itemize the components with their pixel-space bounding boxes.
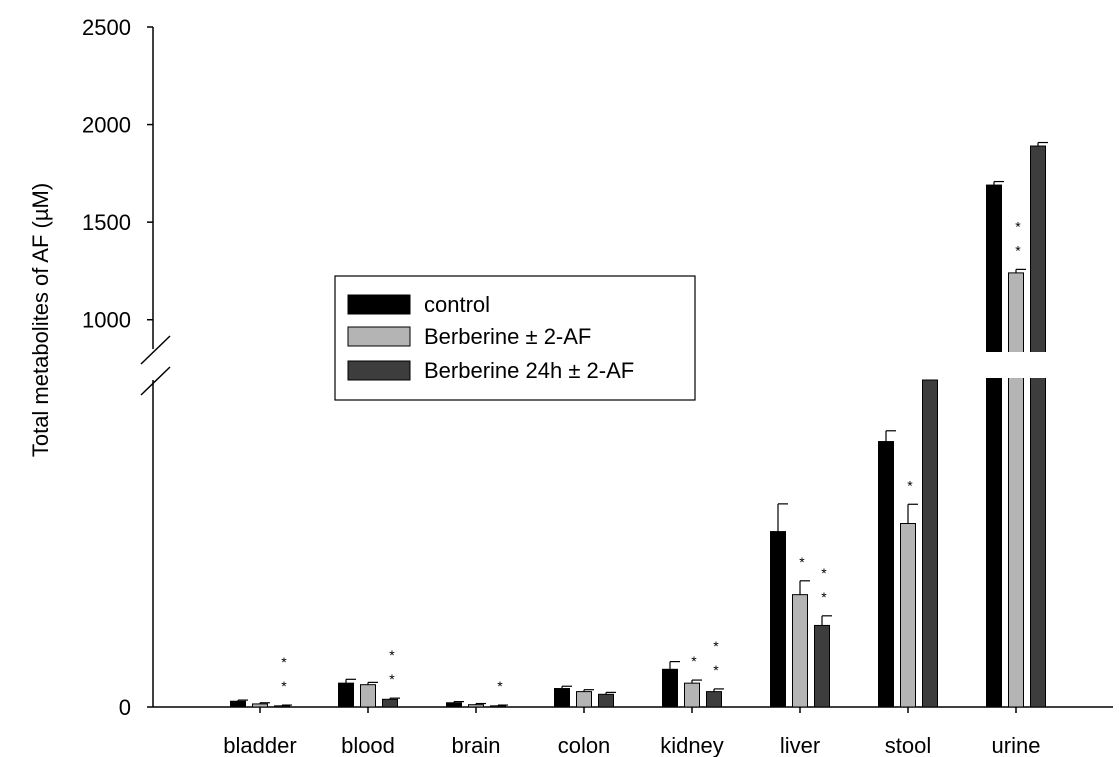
y-tick-label-1: 1000 [82,308,131,333]
bar-break-gaps [985,352,1047,378]
bar-stool-series-0 [878,441,894,708]
significance-mark-blood-series-2-1: * [389,671,395,687]
legend-label-berberine-24h: Berberine 24h ± 2-AF [424,358,634,383]
bar-blood-series-1 [360,684,376,708]
significance-mark-brain-series-2-0: * [497,678,503,694]
bar-liver-series-1 [792,594,808,708]
x-tick-label-kidney: kidney [660,733,724,757]
significance-mark-liver-series-2-1: * [821,589,827,605]
y-tick-label-0: 0 [119,695,131,720]
x-tick-label-colon: colon [558,733,611,757]
legend-label-berberine: Berberine ± 2-AF [424,324,591,349]
bar-colon-series-2 [598,693,614,708]
significance-mark-bladder-series-2-1: * [281,678,287,694]
bar-break-gap-urine-series-1 [1007,352,1025,378]
bar-colon-series-0 [554,688,570,708]
bar-bladder-series-0 [230,700,246,708]
bar-break-gap-urine-series-2 [1029,352,1047,378]
significance-mark-urine-series-1-0: * [1015,218,1021,234]
x-tick-label-urine: urine [992,733,1041,757]
y-tick-label-4: 2500 [82,15,131,40]
bar-bladder-series-2 [274,705,290,708]
significance-mark-stool-series-1-0: * [907,477,913,493]
axis-break-mark-lower [140,366,171,396]
bar-brain-series-1 [468,704,484,708]
legend-swatch-berberine-24h [347,360,411,381]
bar-kidney-series-0 [662,668,678,708]
y-ticks: 0 1000 1500 2000 2500 [82,15,153,720]
bar-brain-series-2 [490,705,506,708]
significance-mark-blood-series-2-0: * [389,647,395,663]
significance-mark-kidney-series-2-0: * [713,638,719,654]
axis-break-mark-upper [140,335,171,365]
x-tick-label-stool: stool [885,733,931,757]
legend-swatch-berberine [347,326,411,347]
bar-break-gap-urine-series-0 [985,352,1003,378]
y-axis-title: Total metabolites of AF (µM) [28,183,53,457]
bar-stool-series-1 [900,522,916,708]
x-tick-label-liver: liver [780,733,820,757]
x-tick-label-brain: brain [452,733,501,757]
significance-mark-kidney-series-1-0: * [691,653,697,669]
bar-urine-series-1 [1008,272,1024,708]
bar-stool-series-2 [922,379,938,708]
bar-kidney-series-1 [684,682,700,708]
significance-marks: * * * * * * * * * * * * * * [281,218,1021,694]
bars [230,145,1046,708]
y-tick-label-3: 2000 [82,113,131,138]
legend-label-control: control [424,292,490,317]
bar-colon-series-1 [576,691,592,708]
bar-brain-series-0 [446,702,462,708]
bar-urine-series-2 [1030,145,1046,708]
significance-mark-liver-series-1-0: * [799,554,805,570]
x-ticks: bladder blood brain colon kidney liver stool ur… [223,707,1040,757]
significance-mark-bladder-series-2-0: * [281,654,287,670]
plot-area [140,27,1113,708]
error-bars [237,141,1048,706]
significance-mark-liver-series-2-0: * [821,565,827,581]
x-tick-label-bladder: bladder [223,733,296,757]
legend: control Berberine ± 2-AF Berberine 24h ±… [334,275,696,401]
x-tick-label-blood: blood [341,733,395,757]
y-tick-label-2: 1500 [82,210,131,235]
bar-liver-series-2 [814,624,830,708]
bar-kidney-series-2 [706,691,722,708]
legend-swatch-control [347,294,411,315]
bar-urine-series-0 [986,184,1002,708]
significance-mark-urine-series-1-1: * [1015,242,1021,258]
bar-blood-series-0 [338,682,354,708]
bar-blood-series-2 [382,698,398,708]
bar-bladder-series-1 [252,703,268,708]
significance-mark-kidney-series-2-1: * [713,662,719,678]
bar-liver-series-0 [770,531,786,708]
